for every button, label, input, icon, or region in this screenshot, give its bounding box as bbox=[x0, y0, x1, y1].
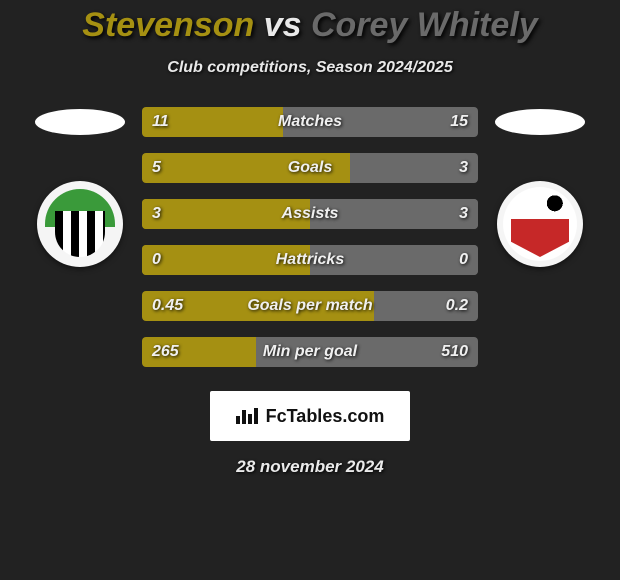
stat-row: 0.450.2Goals per match bbox=[140, 289, 480, 323]
stat-row: 265510Min per goal bbox=[140, 335, 480, 369]
left-side bbox=[20, 105, 140, 267]
subtitle: Club competitions, Season 2024/2025 bbox=[0, 59, 620, 77]
stat-value-left: 0 bbox=[142, 245, 171, 275]
stat-row: 33Assists bbox=[140, 197, 480, 231]
stat-value-right: 0.2 bbox=[436, 291, 478, 321]
right-side bbox=[480, 105, 600, 267]
brand-text: FcTables.com bbox=[266, 406, 385, 427]
stat-value-right: 0 bbox=[449, 245, 478, 275]
stat-fill-left bbox=[142, 153, 350, 183]
stat-row: 53Goals bbox=[140, 151, 480, 185]
stats-card: Stevenson vs Corey Whitely Club competit… bbox=[0, 0, 620, 580]
stat-row: 00Hattricks bbox=[140, 243, 480, 277]
stat-value-right: 15 bbox=[440, 107, 478, 137]
stat-value-left: 265 bbox=[142, 337, 189, 367]
player2-photo-placeholder bbox=[495, 109, 585, 135]
brand-bars-icon bbox=[236, 408, 258, 424]
stat-value-left: 0.45 bbox=[142, 291, 193, 321]
stat-row: 1115Matches bbox=[140, 105, 480, 139]
player1-club-crest bbox=[37, 181, 123, 267]
brand-badge: FcTables.com bbox=[210, 391, 410, 441]
date-text: 28 november 2024 bbox=[0, 457, 620, 477]
main-area: 1115Matches53Goals33Assists00Hattricks0.… bbox=[0, 105, 620, 381]
stat-rows: 1115Matches53Goals33Assists00Hattricks0.… bbox=[140, 105, 480, 381]
player1-name: Stevenson bbox=[82, 6, 254, 44]
stat-value-left: 5 bbox=[142, 153, 171, 183]
player2-club-crest bbox=[497, 181, 583, 267]
stat-value-right: 510 bbox=[431, 337, 478, 367]
player1-photo-placeholder bbox=[35, 109, 125, 135]
stat-value-left: 11 bbox=[142, 107, 179, 137]
title-vs: vs bbox=[264, 6, 302, 44]
stat-value-right: 3 bbox=[449, 153, 478, 183]
stat-value-right: 3 bbox=[449, 199, 478, 229]
page-title: Stevenson vs Corey Whitely bbox=[0, 6, 620, 45]
stat-value-left: 3 bbox=[142, 199, 171, 229]
player2-name: Corey Whitely bbox=[311, 6, 538, 44]
